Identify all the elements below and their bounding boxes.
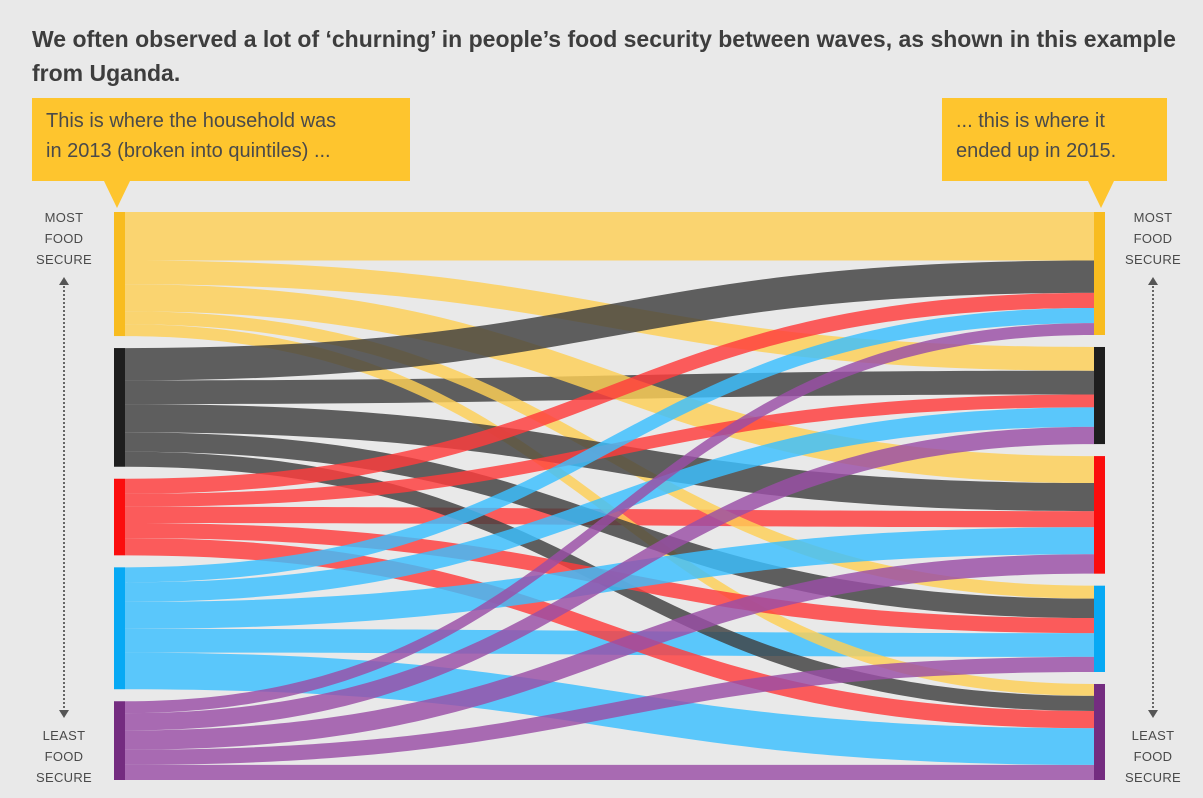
left-top-axis-label-line-2: FOOD bbox=[44, 231, 84, 246]
callout-2013-line-1: This is where the household was bbox=[46, 110, 337, 132]
left-bottom-axis-label-line-2: FOOD bbox=[44, 749, 84, 764]
callout-2015-pointer bbox=[1088, 181, 1114, 208]
flow-group bbox=[125, 212, 1094, 780]
left-up-arrow-icon bbox=[59, 277, 69, 285]
left-bar-q3 bbox=[114, 478, 125, 556]
callout-2015: ... this is where it ended up in 2015. bbox=[942, 98, 1167, 181]
right-bottom-axis-label: LEAST FOOD SECURE bbox=[1118, 725, 1188, 788]
flow-q3-to-q5 bbox=[125, 538, 1094, 729]
flow-q2-to-q1 bbox=[125, 260, 1094, 381]
quintile-bar-group bbox=[114, 212, 1105, 780]
right-bottom-axis-label-line-1: LEAST bbox=[1131, 728, 1175, 743]
left-bar-q4 bbox=[114, 567, 125, 690]
left-bar-q1 bbox=[114, 212, 125, 337]
right-top-axis-label: MOST FOOD SECURE bbox=[1118, 207, 1188, 270]
right-down-arrow-icon bbox=[1148, 710, 1158, 718]
right-up-arrow-icon bbox=[1148, 277, 1158, 285]
callout-2015-line-1: ... this is where it bbox=[956, 110, 1105, 132]
left-axis-dotted-line bbox=[63, 286, 65, 708]
right-top-axis-label-line-3: SECURE bbox=[1125, 252, 1181, 267]
callout-2015-line-2: ended up in 2015. bbox=[956, 140, 1117, 162]
flow-q2-to-q4 bbox=[125, 432, 1094, 619]
right-bottom-axis-label-line-2: FOOD bbox=[1133, 749, 1173, 764]
flow-q1-to-q1 bbox=[125, 212, 1094, 261]
flow-q5-to-q2 bbox=[125, 426, 1094, 731]
left-bar-q5 bbox=[114, 701, 125, 780]
left-bottom-axis-label-line-3: SECURE bbox=[36, 770, 92, 785]
flow-q5-to-q4 bbox=[125, 656, 1094, 765]
right-bottom-axis-label-line-3: SECURE bbox=[1125, 770, 1181, 785]
left-down-arrow-icon bbox=[59, 710, 69, 718]
right-bar-q2 bbox=[1094, 346, 1105, 445]
flow-q2-to-q3 bbox=[125, 404, 1094, 512]
callout-2013-line-2: in 2013 (broken into quintiles) ... bbox=[46, 140, 331, 162]
left-bottom-axis-label-line-1: LEAST bbox=[42, 728, 86, 743]
flow-q5-to-q3 bbox=[125, 554, 1094, 750]
right-bar-q5 bbox=[1094, 683, 1105, 780]
left-top-axis-label: MOST FOOD SECURE bbox=[29, 207, 99, 270]
flow-q4-to-q2 bbox=[125, 407, 1094, 602]
right-axis-dotted-line bbox=[1152, 286, 1154, 708]
flow-q3-to-q1 bbox=[125, 292, 1094, 494]
right-top-axis-label-line-2: FOOD bbox=[1133, 231, 1173, 246]
left-bottom-axis-label: LEAST FOOD SECURE bbox=[29, 725, 99, 788]
right-bar-q4 bbox=[1094, 585, 1105, 672]
flow-q5-to-q1 bbox=[125, 323, 1094, 714]
left-top-axis-label-line-1: MOST bbox=[44, 210, 84, 225]
callout-2013-pointer bbox=[104, 181, 130, 208]
right-top-axis-label-line-1: MOST bbox=[1133, 210, 1173, 225]
left-bar-q2 bbox=[114, 348, 125, 467]
page-title: We often observed a lot of ‘churning’ in… bbox=[32, 26, 1176, 86]
flow-q1-to-q3 bbox=[125, 284, 1094, 484]
flow-q4-to-q1 bbox=[125, 308, 1094, 583]
right-bar-q3 bbox=[1094, 456, 1105, 574]
callout-2013: This is where the household was in 2013 … bbox=[32, 98, 410, 181]
left-top-axis-label-line-3: SECURE bbox=[36, 252, 92, 267]
right-bar-q1 bbox=[1094, 212, 1105, 335]
flow-q5-to-q5 bbox=[125, 764, 1094, 780]
